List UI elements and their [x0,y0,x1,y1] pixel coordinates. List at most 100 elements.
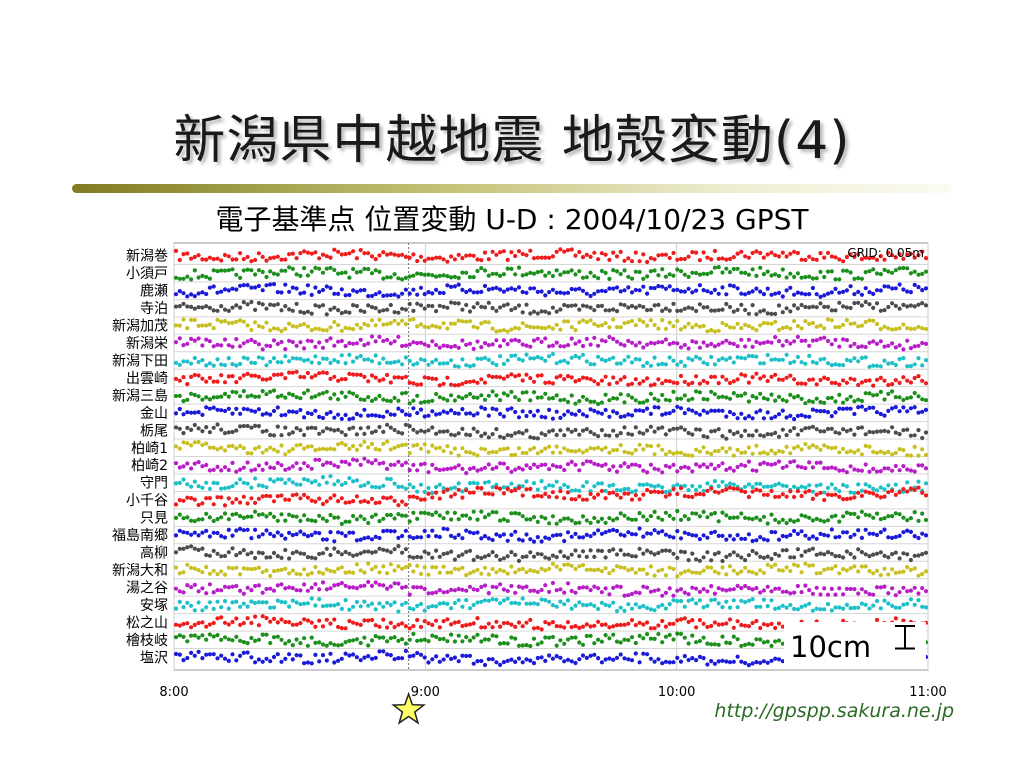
data-point [769,374,774,379]
data-point [611,396,616,401]
data-point [320,345,326,350]
data-point [660,392,665,398]
data-point [181,658,186,663]
data-point [675,555,680,561]
data-point [449,408,454,413]
data-point [230,389,235,394]
data-point [328,285,333,291]
data-point [324,370,329,376]
data-point [803,414,808,419]
data-point [743,356,748,361]
data-point [920,435,925,441]
data-point [629,591,635,597]
data-point [362,498,367,503]
data-point [403,390,408,395]
data-point [611,307,616,312]
data-point [761,450,767,455]
data-point [245,371,250,376]
data-point [396,581,401,586]
data-point [901,602,906,607]
data-point [829,342,834,347]
data-point [358,584,363,589]
data-point [652,626,657,631]
data-point [328,586,333,591]
data-point [535,311,540,316]
source-url[interactable]: http://gpspp.sakura.ne.jp [714,700,954,722]
data-point [890,468,895,473]
data-point [558,486,563,491]
data-point [641,408,646,414]
data-point [460,307,465,312]
data-point [882,451,887,456]
data-point [290,339,295,345]
data-point [437,445,442,450]
data-point [727,466,733,471]
data-point [343,252,348,257]
data-point [803,583,808,588]
data-point [369,430,375,435]
data-point [531,256,537,261]
data-point [863,286,868,291]
data-point [727,617,733,622]
data-point [773,656,778,661]
data-point [531,356,537,361]
data-point [923,569,929,574]
data-point [505,329,510,334]
data-point [584,567,589,572]
data-point [694,340,699,345]
data-point [185,545,190,550]
data-point [682,411,687,416]
data-point [479,658,484,664]
data-point [841,304,846,309]
data-point [528,537,533,542]
data-point [305,324,310,329]
data-point [249,496,254,501]
data-point [369,359,375,364]
data-point [415,650,420,656]
data-point [882,516,887,521]
data-point [697,356,703,361]
data-point [482,465,488,470]
data-point [460,513,465,518]
data-point [633,602,638,607]
data-point [479,509,484,514]
data-point [878,375,883,380]
data-point [520,467,525,472]
data-point [531,379,537,384]
data-point [784,605,789,610]
data-point [369,373,375,378]
data-point [807,305,812,310]
data-point [411,631,416,637]
data-point [908,516,914,521]
data-point [256,300,261,306]
data-point [283,282,288,287]
data-point [916,485,921,490]
data-point [705,450,710,455]
data-point [792,318,797,324]
data-point [716,519,721,524]
data-point [822,443,827,448]
data-point [313,556,318,561]
data-point [407,451,412,456]
data-point [694,427,699,432]
data-point [626,602,631,607]
data-point [475,659,480,664]
data-point [667,548,672,553]
data-point [641,603,646,609]
data-point [501,660,506,665]
data-point [694,389,699,394]
data-point [381,460,386,465]
data-point [577,399,582,404]
data-point [490,509,495,515]
data-point [279,433,284,438]
data-point [841,378,846,383]
data-point [814,382,819,387]
data-point [173,411,179,416]
data-point [373,375,378,380]
data-point [776,290,782,295]
data-point [871,449,876,454]
data-point [358,462,363,467]
data-point [705,488,710,493]
data-point [565,620,571,625]
data-point [716,533,721,539]
